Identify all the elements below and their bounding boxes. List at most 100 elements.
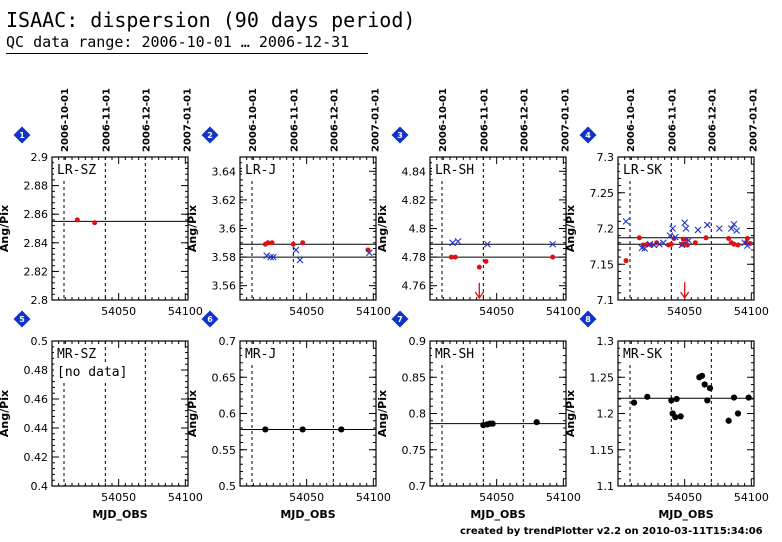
y-tick-label: 1.15 bbox=[590, 444, 615, 457]
panel-number-badge bbox=[391, 310, 409, 328]
out-of-range-arrowhead bbox=[680, 291, 690, 300]
panel-number-badge bbox=[201, 310, 219, 328]
panel-title: MR-SK bbox=[623, 347, 662, 362]
data-point bbox=[630, 399, 638, 406]
data-point bbox=[489, 420, 496, 427]
y-tick-label: 2.8 bbox=[31, 294, 49, 307]
data-point bbox=[743, 240, 749, 246]
x-tick-label: 54050 bbox=[479, 491, 514, 504]
panel-number-badge bbox=[201, 126, 219, 144]
panel-number-badge bbox=[391, 126, 409, 144]
y-tick-label: 0.42 bbox=[24, 451, 49, 464]
data-point bbox=[734, 410, 742, 417]
date-axis-label: 2007-01-01 bbox=[561, 88, 572, 152]
y-tick-label: 0.75 bbox=[402, 444, 427, 457]
y-tick-label: 0.48 bbox=[24, 364, 49, 377]
y-axis-label: Ang/Pix bbox=[376, 205, 389, 252]
y-tick-label: 0.7 bbox=[219, 335, 237, 348]
data-point bbox=[338, 426, 345, 433]
y-tick-label: 2.84 bbox=[24, 237, 49, 250]
x-tick-label: 54050 bbox=[289, 305, 324, 318]
data-point bbox=[300, 240, 306, 246]
y-tick-label: 7.25 bbox=[590, 187, 615, 200]
y-tick-label: 3.56 bbox=[212, 280, 237, 293]
panel-title: MR-SZ bbox=[57, 347, 96, 362]
y-tick-label: 4.82 bbox=[402, 194, 427, 207]
x-tick-label: 54100 bbox=[546, 305, 581, 318]
date-axis-label: 2006-12-01 bbox=[707, 88, 718, 152]
data-point-cross bbox=[650, 241, 658, 249]
x-tick-label: 54050 bbox=[101, 491, 136, 504]
data-point-cross bbox=[666, 232, 674, 240]
panel-title-bg bbox=[620, 161, 663, 178]
y-tick-label: 3.64 bbox=[212, 165, 237, 178]
data-point bbox=[290, 241, 296, 247]
no-data-note: [no data] bbox=[57, 365, 127, 380]
data-point-cross bbox=[682, 225, 690, 232]
y-tick-label: 2.82 bbox=[24, 265, 49, 278]
data-point-cross bbox=[267, 253, 275, 261]
y-tick-label: 2.9 bbox=[31, 151, 49, 164]
data-point bbox=[704, 397, 711, 404]
date-axis-label: 2006-12-01 bbox=[141, 88, 152, 152]
data-point-cross bbox=[296, 256, 304, 264]
plot-frame bbox=[617, 340, 755, 487]
y-axis-label: Ang/Pix bbox=[376, 390, 389, 437]
data-point bbox=[745, 394, 752, 401]
y-tick-label: 0.46 bbox=[24, 393, 49, 406]
y-tick-label: 0.6 bbox=[219, 408, 237, 421]
data-point-cross bbox=[659, 239, 667, 247]
page-subtitle: QC data range: 2006-10-01 … 2006-12-31 bbox=[6, 33, 350, 51]
panel-title: LR-J bbox=[245, 163, 276, 178]
plot-frame bbox=[429, 156, 567, 301]
date-axis-label: 2006-11-01 bbox=[289, 88, 300, 152]
y-tick-label: 4.84 bbox=[402, 165, 427, 178]
plot-frame bbox=[51, 156, 189, 301]
data-point bbox=[698, 372, 706, 379]
y-tick-label: 0.5 bbox=[219, 480, 237, 493]
panel-number-badge bbox=[579, 310, 597, 328]
x-axis-label: MJD_OBS bbox=[470, 508, 525, 521]
date-axis-label: 2006-10-01 bbox=[248, 88, 259, 152]
y-tick-label: 1.25 bbox=[590, 371, 615, 384]
date-axis-label: 2006-10-01 bbox=[438, 88, 449, 152]
date-axis-label: 2006-11-01 bbox=[479, 88, 490, 152]
y-tick-label: 4.78 bbox=[402, 251, 427, 264]
data-point-cross bbox=[365, 249, 373, 257]
y-axis-label: Ang/Pix bbox=[564, 205, 577, 252]
y-tick-label: 7.15 bbox=[590, 258, 615, 271]
plot-frame bbox=[51, 340, 189, 487]
y-tick-label: 0.65 bbox=[212, 371, 237, 384]
panel-title: MR-J bbox=[245, 347, 276, 362]
y-tick-label: 0.8 bbox=[409, 408, 427, 421]
data-point bbox=[672, 414, 679, 421]
panel-title-bg bbox=[620, 345, 663, 362]
data-point bbox=[299, 426, 306, 433]
data-point-cross bbox=[292, 246, 300, 254]
y-tick-label: 0.85 bbox=[402, 371, 427, 384]
data-point bbox=[730, 394, 738, 401]
date-axis-label: 2006-12-01 bbox=[329, 88, 340, 152]
data-point-cross bbox=[483, 240, 491, 248]
plot-frame bbox=[239, 340, 377, 487]
date-axis-label: 2006-11-01 bbox=[667, 88, 678, 152]
x-tick-label: 54100 bbox=[546, 491, 581, 504]
x-tick-label: 54100 bbox=[734, 305, 769, 318]
no-data-note-bg bbox=[54, 364, 129, 380]
panel-title-bg bbox=[54, 345, 97, 362]
y-tick-label: 4.8 bbox=[409, 223, 427, 236]
data-point bbox=[677, 413, 684, 420]
data-point bbox=[623, 258, 629, 264]
title-divider bbox=[6, 53, 368, 54]
y-tick-label: 3.58 bbox=[212, 251, 237, 264]
x-tick-label: 54100 bbox=[168, 491, 203, 504]
y-axis-label: Ang/Pix bbox=[186, 390, 199, 437]
data-point bbox=[550, 254, 556, 260]
data-point bbox=[683, 236, 689, 242]
panel-number: 8 bbox=[585, 315, 591, 324]
panel-title-bg bbox=[54, 161, 97, 178]
x-axis-label: MJD_OBS bbox=[658, 508, 713, 521]
data-point bbox=[74, 217, 80, 223]
data-point-cross bbox=[685, 237, 693, 245]
